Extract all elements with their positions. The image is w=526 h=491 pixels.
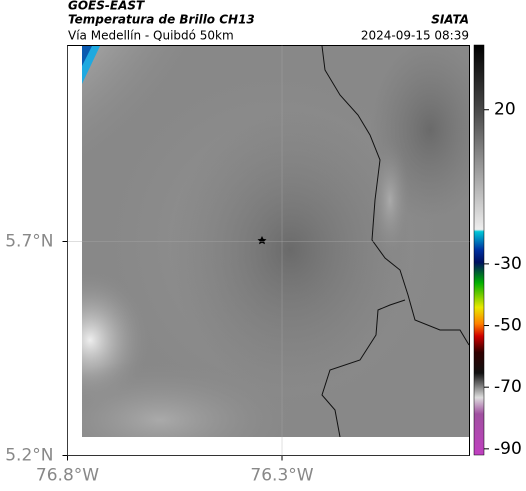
colorbar-tick-label: -30: [494, 254, 522, 274]
route: Vía Medellín - Quibdó 50km: [68, 29, 234, 43]
colorbar-tick-label: -70: [494, 377, 522, 397]
colorbar-tick-label: -50: [494, 316, 522, 336]
colorbar-tick-label: -90: [494, 439, 522, 459]
y-tick-label: 5.7°N: [5, 232, 53, 252]
timestamp: 2024-09-15 08:39: [361, 29, 469, 43]
title: GOES-EAST: [68, 0, 145, 13]
colorbar: [473, 44, 485, 456]
x-tick-label: 76.3°W: [250, 466, 313, 486]
source: SIATA: [431, 13, 469, 27]
satellite-image: [82, 46, 469, 437]
subtitle: Temperatura de Brillo CH13: [68, 13, 255, 27]
y-tick-label: 5.2°N: [5, 446, 53, 466]
x-tick-label: 76.8°W: [36, 466, 99, 486]
colorbar-tick-label: 20: [494, 100, 516, 120]
